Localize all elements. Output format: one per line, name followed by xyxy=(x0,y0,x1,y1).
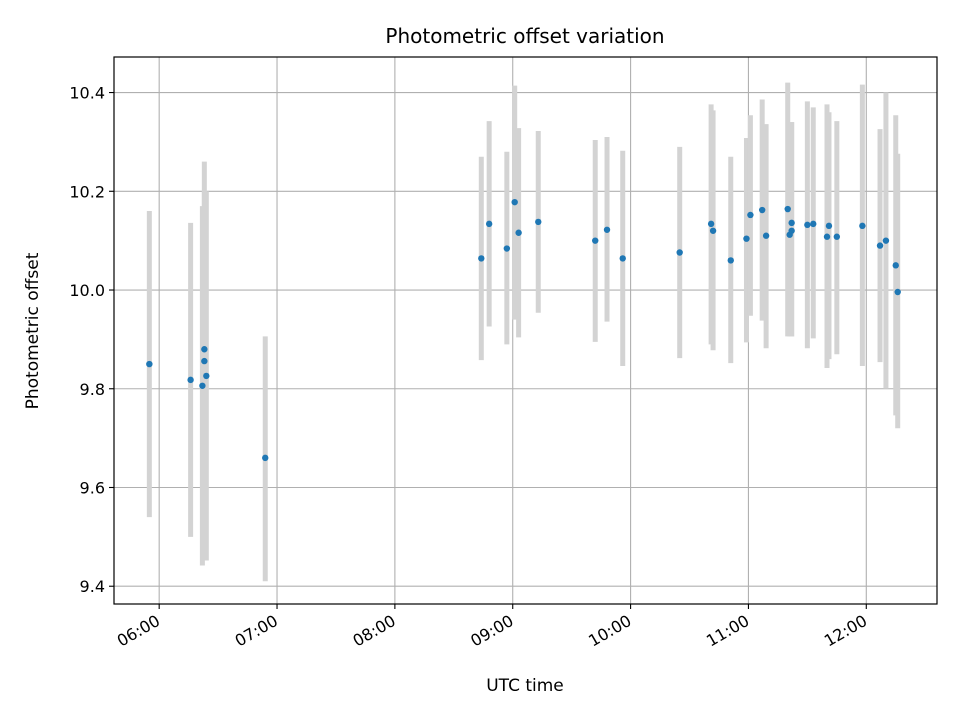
data-points xyxy=(146,198,901,462)
y-tick-label: 9.4 xyxy=(80,577,105,596)
data-point xyxy=(199,382,206,389)
data-point xyxy=(201,357,208,365)
data-point xyxy=(503,245,511,252)
y-tick-label: 10.4 xyxy=(69,84,105,103)
data-point xyxy=(592,237,599,244)
y-axis: 9.4 9.6 9.8 10.0 10.2 10.4 xyxy=(69,84,114,596)
data-point xyxy=(709,227,717,234)
data-point xyxy=(804,221,811,229)
data-point xyxy=(603,226,611,233)
data-point xyxy=(515,229,522,236)
data-point xyxy=(823,233,831,240)
x-axis-label: UTC time xyxy=(486,676,564,696)
data-point xyxy=(788,227,795,234)
chart-title: Photometric offset variation xyxy=(385,24,664,48)
data-point xyxy=(187,376,194,384)
data-point xyxy=(762,232,770,239)
data-point xyxy=(535,218,542,226)
data-point xyxy=(784,205,791,213)
data-point xyxy=(810,220,817,228)
data-point xyxy=(727,257,734,264)
plot-frame xyxy=(113,56,938,605)
data-point xyxy=(882,237,890,244)
data-point xyxy=(485,220,493,228)
data-point xyxy=(758,206,766,214)
data-point xyxy=(833,233,841,240)
data-point xyxy=(894,288,901,296)
data-point xyxy=(743,235,750,242)
grid xyxy=(114,57,937,604)
data-point xyxy=(876,242,884,249)
data-point xyxy=(747,211,754,219)
data-point xyxy=(619,255,626,262)
data-point xyxy=(201,346,208,353)
data-point xyxy=(859,222,866,230)
y-tick-label: 9.6 xyxy=(80,478,105,497)
data-point xyxy=(478,255,485,262)
y-tick-label: 10.2 xyxy=(69,182,105,201)
y-tick-label: 10.0 xyxy=(69,281,105,300)
data-point xyxy=(892,262,899,269)
y-axis-label: Photometric offset xyxy=(23,252,43,409)
y-tick-label: 9.8 xyxy=(80,380,105,399)
data-point xyxy=(203,372,210,380)
data-point xyxy=(146,360,153,368)
data-point xyxy=(707,220,715,228)
data-point xyxy=(262,454,269,462)
data-point xyxy=(511,198,518,206)
data-point xyxy=(788,219,795,227)
data-point xyxy=(676,249,683,256)
data-point xyxy=(825,222,833,230)
